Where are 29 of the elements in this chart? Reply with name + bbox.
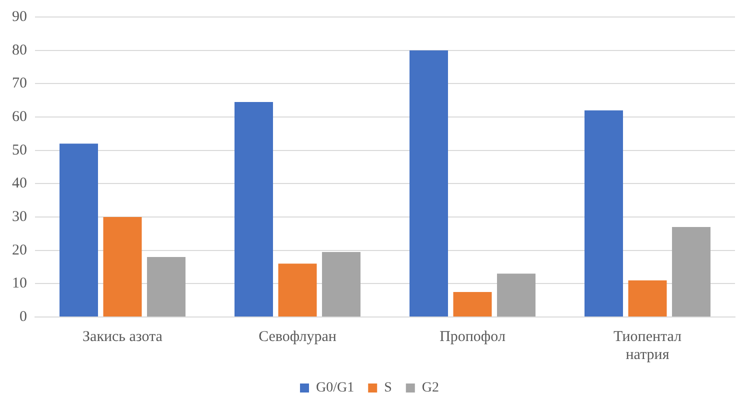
legend-label: G0/G1 xyxy=(316,380,354,396)
legend-label: S xyxy=(384,380,392,396)
legend-label: G2 xyxy=(422,380,440,396)
bar xyxy=(103,217,142,316)
y-tick-label: 70 xyxy=(12,76,27,92)
x-tick-label: Закись азота xyxy=(82,328,163,345)
bar xyxy=(628,280,667,316)
y-tick-label: 0 xyxy=(20,308,27,325)
bar xyxy=(453,292,492,316)
y-tick-label: 30 xyxy=(12,208,27,225)
bar xyxy=(672,227,710,316)
y-tick-label: 80 xyxy=(12,42,27,58)
bar xyxy=(584,110,623,316)
y-tick-label: 20 xyxy=(12,242,27,258)
bar xyxy=(410,50,448,316)
bar xyxy=(234,102,273,316)
bar xyxy=(147,257,186,316)
y-tick-label: 60 xyxy=(12,108,27,125)
bar xyxy=(322,252,360,316)
x-tick-label: Севофлуран xyxy=(258,328,336,345)
y-tick-label: 90 xyxy=(12,8,27,25)
y-tick-label: 50 xyxy=(12,142,27,158)
x-tick-label: Пропофол xyxy=(440,328,506,345)
y-tick-label: 10 xyxy=(12,276,27,292)
bar xyxy=(60,144,98,316)
x-tick-label: Тиопентал натрия xyxy=(613,328,682,363)
bar xyxy=(278,264,317,316)
y-tick-label: 40 xyxy=(12,176,27,192)
bar xyxy=(497,274,536,316)
